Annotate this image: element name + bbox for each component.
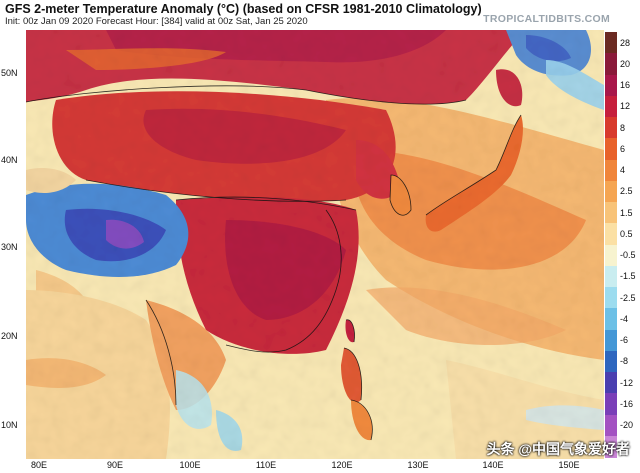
color-scale-label: 20 xyxy=(620,58,631,69)
color-scale-label: 28 xyxy=(620,37,631,48)
color-swatch xyxy=(605,95,617,118)
color-scale-label: -12 xyxy=(620,377,634,388)
color-scale-label: 16 xyxy=(620,80,631,91)
color-scale-label: 8 xyxy=(620,122,626,133)
color-scale-label: -16 xyxy=(620,398,634,409)
color-swatch xyxy=(605,393,617,416)
color-scale-label: 2.5 xyxy=(620,186,633,197)
color-swatch xyxy=(605,244,617,267)
lat-label: 50N xyxy=(1,68,18,78)
lon-label: 140E xyxy=(482,460,504,470)
color-scale-label: 1.5 xyxy=(620,207,633,218)
color-swatch xyxy=(605,53,617,76)
color-scale-legend: 28 20 16 12 8 6 4 2.5 1.5 0.5 -0.5 -1.5 -2.5 -4 -6 -8 -1… xyxy=(604,30,640,459)
color-scale-label: -0.5 xyxy=(620,250,636,261)
color-scale-label: 12 xyxy=(620,101,631,112)
lon-label: 100E xyxy=(179,460,201,470)
anomaly-map xyxy=(26,30,604,459)
source-brand: TROPICALTIDBITS.COM xyxy=(483,13,610,25)
color-swatch xyxy=(605,350,617,373)
color-scale-label: -4 xyxy=(620,313,629,324)
lat-label: 40N xyxy=(1,155,18,165)
color-swatch xyxy=(605,159,617,182)
forecast-info: Init: 00z Jan 09 2020 Forecast Hour: [38… xyxy=(5,16,308,27)
color-swatch xyxy=(605,308,617,331)
lon-label: 90E xyxy=(106,460,124,470)
color-swatch xyxy=(605,329,617,352)
color-scale-label: -6 xyxy=(620,335,629,346)
lat-label: 20N xyxy=(1,331,18,341)
longitude-axis: 80E 90E 100E 110E 120E 130E 140E 150E xyxy=(26,459,604,473)
anomaly-field xyxy=(26,30,604,459)
lon-label: 150E xyxy=(558,460,580,470)
color-swatch xyxy=(605,138,617,161)
color-swatch xyxy=(605,435,617,458)
color-scale-label: -2.5 xyxy=(620,292,636,303)
color-scale-label: -20 xyxy=(620,420,634,431)
color-scale-label: -1.5 xyxy=(620,271,636,282)
color-scale-label: 6 xyxy=(620,143,626,154)
color-swatch xyxy=(605,180,617,203)
color-swatch xyxy=(605,117,617,139)
color-swatch xyxy=(605,414,617,437)
lat-label: 30N xyxy=(1,242,18,252)
watermark: 头条 @中国气象爱好者 xyxy=(486,441,630,457)
latitude-axis: 50N 40N 30N 20N 10N xyxy=(0,30,26,459)
color-scale-label: 0.5 xyxy=(620,228,633,239)
lon-label: 120E xyxy=(331,460,353,470)
map-title: GFS 2-meter Temperature Anomaly (°C) (ba… xyxy=(5,2,482,16)
lat-label: 10N xyxy=(1,420,18,430)
color-scale-label: 4 xyxy=(620,165,626,176)
color-swatch xyxy=(605,74,617,97)
color-swatch xyxy=(605,223,617,246)
color-swatch xyxy=(605,202,617,224)
color-scale-label: -8 xyxy=(620,356,629,367)
color-swatch xyxy=(605,265,617,288)
color-swatch xyxy=(605,32,617,54)
chart-header: GFS 2-meter Temperature Anomaly (°C) (ba… xyxy=(0,0,640,30)
lon-label: 110E xyxy=(255,460,277,470)
lon-label: 130E xyxy=(407,460,429,470)
color-swatch xyxy=(605,372,617,394)
color-swatch xyxy=(605,287,617,309)
lon-label: 80E xyxy=(30,460,48,470)
